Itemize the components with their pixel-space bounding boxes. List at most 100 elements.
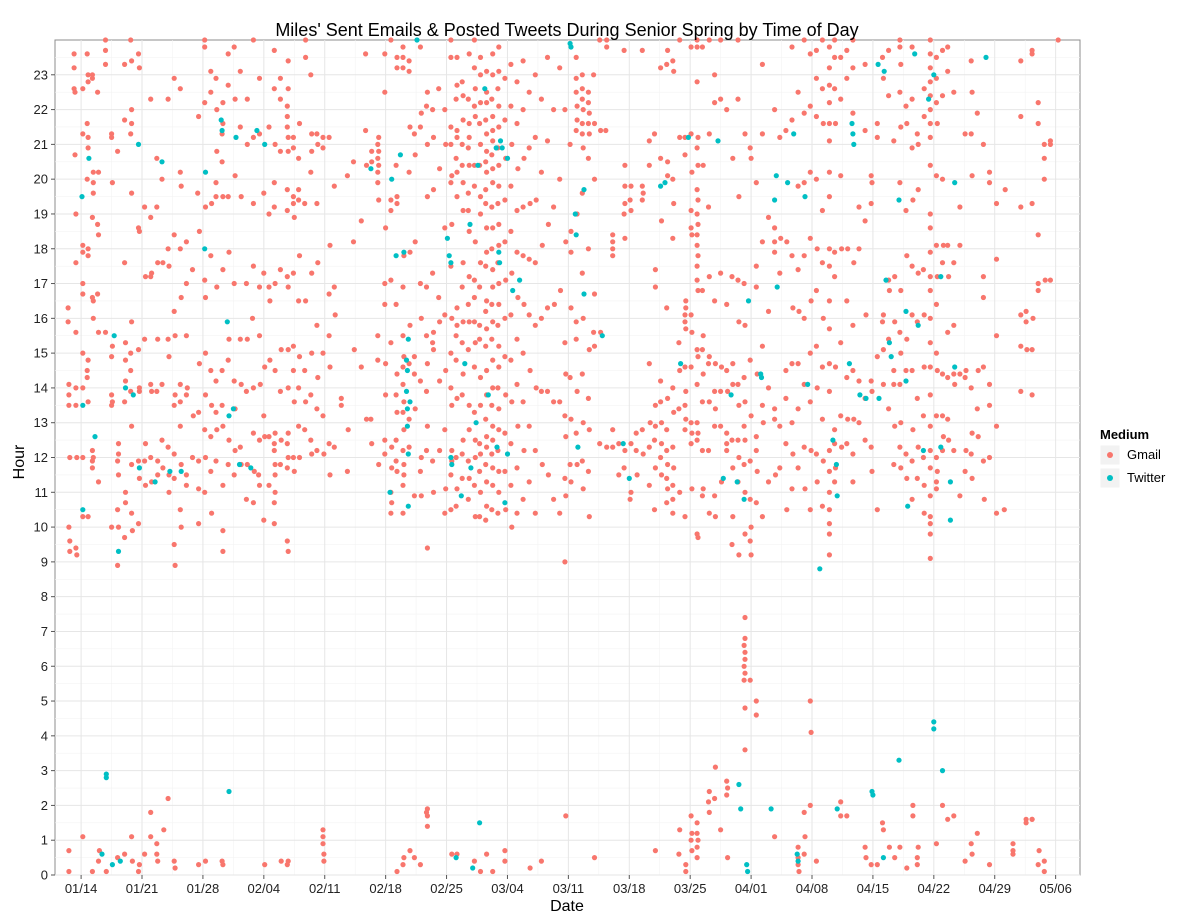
gmail-point: [765, 214, 772, 220]
twitter-point: [477, 820, 483, 826]
gmail-point: [148, 834, 154, 840]
gmail-point: [471, 37, 477, 43]
twitter-point: [404, 423, 410, 429]
gmail-point: [820, 458, 826, 464]
gmail-point: [484, 148, 490, 154]
gmail-point: [266, 482, 272, 488]
gmail-point: [472, 437, 478, 443]
gmail-point: [551, 107, 557, 113]
gmail-point: [309, 270, 315, 276]
gmail-point: [237, 336, 243, 342]
gmail-point: [527, 865, 533, 871]
gmail-point: [844, 298, 850, 304]
gmail-point: [490, 284, 496, 290]
gmail-point: [296, 187, 302, 193]
gmail-point: [826, 531, 833, 537]
gmail-point: [496, 489, 502, 495]
twitter-point: [745, 298, 752, 304]
gmail-point: [676, 340, 682, 346]
gmail-point: [136, 228, 142, 234]
gmail-point: [284, 274, 290, 280]
twitter-point: [599, 333, 605, 339]
gmail-point: [832, 274, 838, 280]
gmail-point: [838, 54, 844, 61]
gmail-point: [562, 340, 568, 346]
gmail-point: [729, 437, 735, 443]
gmail-point: [454, 194, 460, 200]
gmail-point: [102, 329, 109, 335]
gmail-point: [393, 458, 399, 464]
gmail-point: [682, 312, 688, 318]
gmail-point: [449, 851, 455, 857]
gmail-point: [369, 441, 375, 447]
gmail-point: [277, 75, 283, 81]
gmail-point: [471, 294, 477, 301]
gmail-point: [933, 413, 940, 419]
gmail-point: [103, 868, 109, 875]
gmail-point: [695, 221, 701, 227]
gmail-point: [706, 274, 712, 280]
x-tick-label: 04/15: [857, 881, 890, 896]
twitter-point: [795, 858, 801, 864]
gmail-point: [290, 194, 296, 200]
gmail-point: [658, 441, 665, 447]
gmail-point: [695, 197, 701, 203]
gmail-point: [610, 246, 616, 252]
gmail-point: [914, 131, 920, 137]
gmail-point: [460, 180, 466, 186]
gmail-point: [418, 454, 424, 461]
gmail-point: [927, 134, 933, 140]
gmail-point: [238, 194, 244, 200]
gmail-point: [85, 72, 91, 78]
gmail-point: [839, 444, 845, 450]
gmail-point: [430, 489, 437, 495]
gmail-point: [886, 93, 892, 99]
gmail-point: [285, 134, 291, 140]
gmail-point: [962, 131, 968, 137]
twitter-point: [504, 451, 511, 457]
gmail-point: [934, 468, 940, 474]
gmail-point: [622, 183, 628, 189]
x-tick-label: 03/18: [613, 881, 646, 896]
gmail-point: [868, 173, 874, 179]
gmail-point: [172, 865, 178, 871]
gmail-point: [213, 180, 219, 186]
gmail-point: [190, 413, 196, 419]
gmail-point: [980, 274, 987, 280]
gmail-point: [284, 465, 290, 471]
gmail-point: [460, 371, 466, 377]
gmail-point: [109, 343, 115, 349]
gmail-point: [471, 65, 477, 71]
gmail-point: [261, 190, 267, 196]
gmail-point: [430, 329, 437, 335]
twitter-point: [178, 468, 184, 474]
gmail-point: [789, 253, 795, 259]
gmail-point: [115, 472, 122, 478]
gmail-point: [844, 47, 850, 54]
gmail-point: [459, 392, 465, 398]
gmail-point: [742, 747, 748, 753]
gmail-point: [753, 284, 759, 290]
gmail-point: [706, 510, 712, 516]
twitter-point: [444, 235, 450, 241]
gmail-point: [832, 86, 838, 92]
gmail-point: [826, 138, 833, 144]
gmail-point: [676, 851, 682, 857]
gmail-point: [231, 378, 237, 384]
gmail-point: [178, 294, 184, 301]
gmail-point: [604, 37, 610, 43]
gmail-point: [394, 194, 400, 200]
gmail-point: [898, 350, 904, 356]
gmail-point: [759, 61, 766, 67]
gmail-point: [580, 315, 586, 321]
gmail-point: [688, 813, 694, 819]
twitter-point: [109, 862, 115, 868]
gmail-point: [862, 437, 868, 443]
gmail-point: [532, 510, 538, 516]
gmail-point: [508, 61, 514, 67]
gmail-point: [897, 89, 903, 95]
gmail-point: [290, 367, 296, 374]
gmail-point: [695, 430, 701, 436]
gmail-point: [772, 225, 778, 231]
gmail-point: [219, 402, 225, 408]
